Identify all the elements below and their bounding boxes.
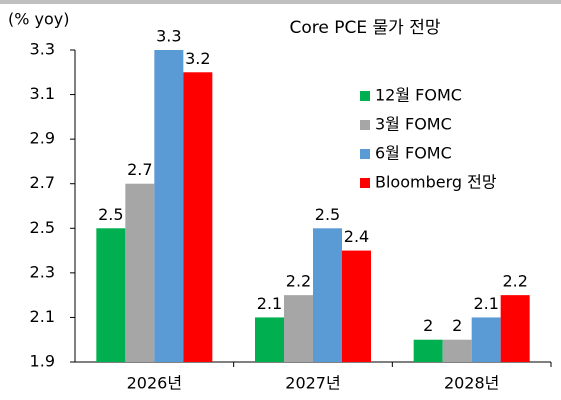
value-label: 2.7 — [127, 160, 152, 179]
chart-title: Core PCE 물가 전망 — [290, 18, 441, 38]
value-label: 3.2 — [185, 49, 210, 68]
bar — [500, 295, 530, 362]
x-tick-label: 2028년 — [444, 374, 499, 393]
value-label: 2.2 — [286, 272, 311, 291]
y-tick-label: 3.1 — [30, 84, 55, 103]
x-tick-label: 2026년 — [127, 374, 182, 393]
legend-label: 12월 FOMC — [375, 86, 462, 105]
y-tick-label: 1.9 — [30, 352, 55, 371]
y-tick-label: 3.3 — [30, 40, 55, 59]
bar — [342, 250, 371, 362]
legend-label: 6월 FOMC — [375, 144, 452, 163]
bar — [313, 228, 342, 362]
y-tick-label: 2.3 — [30, 262, 55, 281]
legend-swatch — [360, 178, 370, 188]
value-label: 3.3 — [156, 27, 181, 46]
y-tick-label: 2.7 — [30, 173, 55, 192]
legend-swatch — [360, 120, 370, 130]
value-label: 2 — [423, 316, 433, 335]
value-label: 2.4 — [344, 227, 369, 246]
legend-label: 3월 FOMC — [375, 115, 452, 134]
y-tick-label: 2.9 — [30, 129, 55, 148]
bar — [413, 339, 443, 362]
legend-label: Bloomberg 전망 — [375, 173, 497, 192]
y-axis-label: (% yoy) — [8, 10, 70, 29]
y-tick-label: 2.5 — [30, 218, 55, 237]
value-label: 2.5 — [98, 205, 123, 224]
bar — [125, 183, 155, 362]
value-label: 2 — [452, 316, 462, 335]
y-tick-label: 2.1 — [30, 307, 55, 326]
legend-swatch — [360, 149, 370, 159]
bar — [471, 317, 501, 362]
legend-swatch — [360, 91, 370, 101]
bar — [183, 72, 213, 363]
value-label: 2.2 — [502, 272, 527, 291]
bar — [284, 295, 313, 362]
value-label: 2.1 — [473, 294, 498, 313]
bar — [96, 228, 126, 362]
value-label: 2.1 — [257, 294, 282, 313]
bar — [442, 339, 472, 362]
bar — [154, 50, 184, 362]
value-label: 2.5 — [315, 205, 340, 224]
bar — [255, 317, 284, 362]
x-tick-label: 2027년 — [285, 374, 340, 393]
